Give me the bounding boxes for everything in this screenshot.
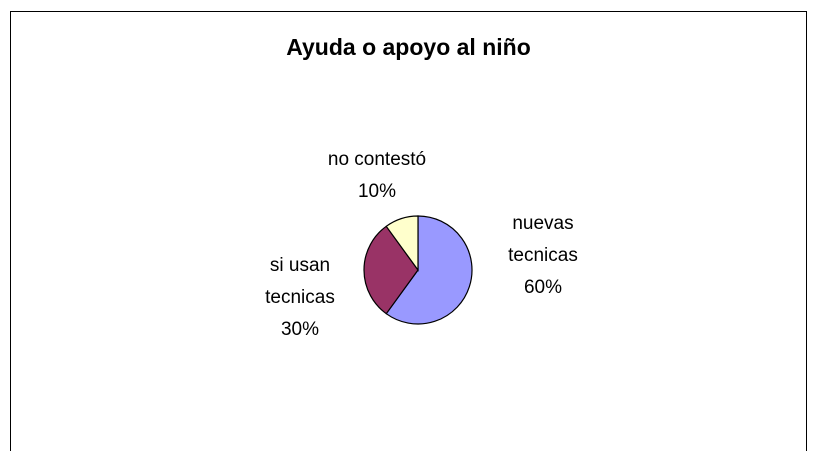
slice-label-0: nuevas tecnicas 60%	[508, 213, 578, 298]
slice-label-line: 60%	[524, 277, 562, 298]
pie-labels: nuevas tecnicas 60% si usan tecnicas 30% no co…	[265, 149, 578, 340]
slice-label-line: 10%	[358, 181, 396, 202]
pie-slice-2	[385, 215, 419, 272]
pie-slices	[363, 215, 473, 325]
pie-chart: nuevas tecnicas 60% si usan tecnicas 30% no co…	[265, 149, 578, 340]
slice-label-line: 30%	[281, 319, 319, 340]
pie-slice-0	[385, 215, 473, 325]
slice-label-1: si usan tecnicas 30%	[265, 255, 335, 340]
pie-slice-1	[363, 225, 419, 315]
slice-label-line: tecnicas	[265, 287, 335, 308]
slice-label-line: nuevas	[512, 213, 573, 234]
slice-label-line: si usan	[270, 255, 330, 276]
slice-label-line: tecnicas	[508, 245, 578, 266]
slice-label-2: no contestó 10%	[328, 149, 426, 202]
chart-title: Ayuda o apoyo al niño	[286, 34, 531, 60]
slice-label-line: no contestó	[328, 149, 426, 170]
